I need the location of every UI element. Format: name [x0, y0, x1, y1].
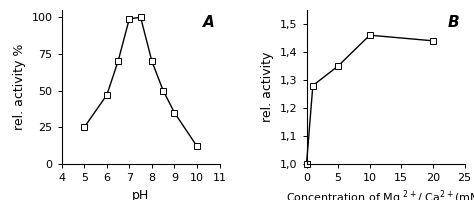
- X-axis label: pH: pH: [132, 189, 149, 200]
- Y-axis label: rel. activity: rel. activity: [261, 52, 274, 122]
- Text: A: A: [203, 15, 215, 30]
- Y-axis label: rel. activity %: rel. activity %: [13, 44, 26, 130]
- Text: B: B: [448, 15, 460, 30]
- X-axis label: Concentration of Mg $^{2+}$/ Ca$^{2+}$(mM): Concentration of Mg $^{2+}$/ Ca$^{2+}$(m…: [286, 189, 474, 200]
